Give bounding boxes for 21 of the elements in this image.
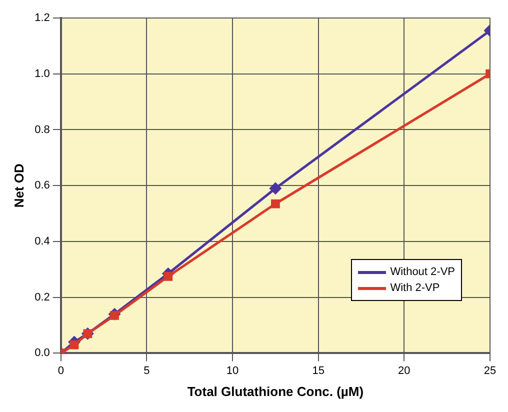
legend-label: With 2-VP — [390, 281, 440, 296]
point — [270, 182, 282, 194]
x-tick-label: 20 — [398, 364, 410, 377]
point — [70, 340, 79, 350]
legend-label: Without 2-VP — [390, 265, 455, 280]
y-tick-label: 0.8 — [34, 124, 50, 136]
x-tick-label: 25 — [484, 364, 496, 377]
y-tick-label: 0.2 — [34, 291, 50, 304]
y-tick-label: 0.6 — [34, 180, 50, 192]
x-tick-label: 5 — [144, 364, 150, 377]
y-tick-label: 0.0 — [34, 347, 50, 360]
y-tick-label: 1.2 — [34, 12, 50, 24]
y-tick-label: 0.4 — [34, 236, 50, 248]
x-tick-label: 15 — [312, 364, 324, 377]
x-tick-label: 0 — [58, 364, 64, 377]
x-tick-label: 10 — [226, 364, 239, 377]
y-tick-label: 1.0 — [34, 68, 50, 80]
point — [271, 199, 280, 208]
y-axis-title: Net OD — [11, 164, 26, 208]
x-axis-title: Total Glutathione Conc. (µM) — [187, 384, 364, 399]
point — [164, 272, 173, 281]
